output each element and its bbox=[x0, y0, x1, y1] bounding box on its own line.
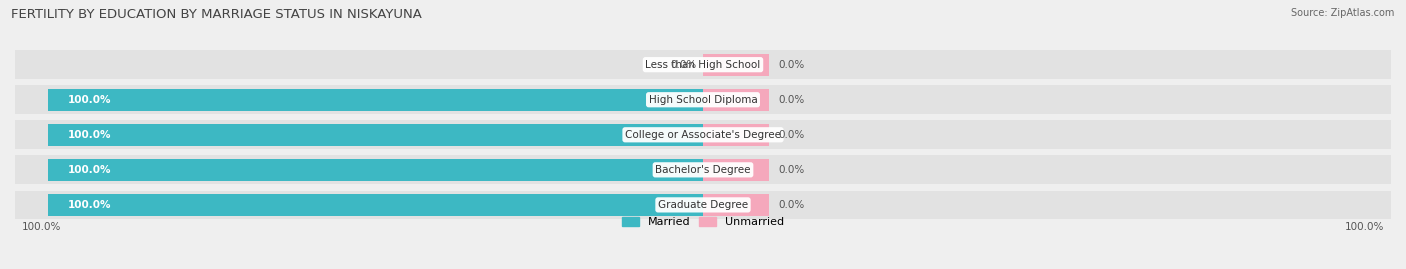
Legend: Married, Unmarried: Married, Unmarried bbox=[617, 212, 789, 231]
Bar bbox=[703, 124, 769, 146]
Text: 0.0%: 0.0% bbox=[779, 165, 804, 175]
Bar bbox=[15, 85, 703, 114]
Text: 100.0%: 100.0% bbox=[67, 200, 111, 210]
Text: 100.0%: 100.0% bbox=[67, 130, 111, 140]
Text: Bachelor's Degree: Bachelor's Degree bbox=[655, 165, 751, 175]
Bar bbox=[703, 194, 769, 216]
Text: College or Associate's Degree: College or Associate's Degree bbox=[626, 130, 780, 140]
Bar bbox=[48, 89, 703, 111]
Text: 0.0%: 0.0% bbox=[779, 130, 804, 140]
Text: 0.0%: 0.0% bbox=[779, 200, 804, 210]
Text: 100.0%: 100.0% bbox=[67, 165, 111, 175]
Bar bbox=[15, 190, 703, 219]
Text: Graduate Degree: Graduate Degree bbox=[658, 200, 748, 210]
Bar bbox=[703, 159, 769, 181]
Bar bbox=[703, 54, 769, 76]
Text: FERTILITY BY EDUCATION BY MARRIAGE STATUS IN NISKAYUNA: FERTILITY BY EDUCATION BY MARRIAGE STATU… bbox=[11, 8, 422, 21]
Bar bbox=[15, 155, 703, 184]
Bar bbox=[703, 89, 769, 111]
Text: High School Diploma: High School Diploma bbox=[648, 95, 758, 105]
Bar bbox=[703, 85, 1391, 114]
Bar bbox=[15, 121, 703, 149]
Bar bbox=[48, 159, 703, 181]
Text: 100.0%: 100.0% bbox=[21, 222, 60, 232]
Text: 0.0%: 0.0% bbox=[779, 95, 804, 105]
Bar bbox=[703, 121, 1391, 149]
Bar bbox=[703, 190, 1391, 219]
Text: 0.0%: 0.0% bbox=[671, 60, 696, 70]
Text: Less than High School: Less than High School bbox=[645, 60, 761, 70]
Bar bbox=[703, 50, 1391, 79]
Text: 0.0%: 0.0% bbox=[779, 60, 804, 70]
Text: 100.0%: 100.0% bbox=[67, 95, 111, 105]
Bar bbox=[48, 194, 703, 216]
Bar bbox=[48, 124, 703, 146]
Bar bbox=[703, 155, 1391, 184]
Text: Source: ZipAtlas.com: Source: ZipAtlas.com bbox=[1291, 8, 1395, 18]
Bar bbox=[15, 50, 703, 79]
Text: 100.0%: 100.0% bbox=[1346, 222, 1385, 232]
